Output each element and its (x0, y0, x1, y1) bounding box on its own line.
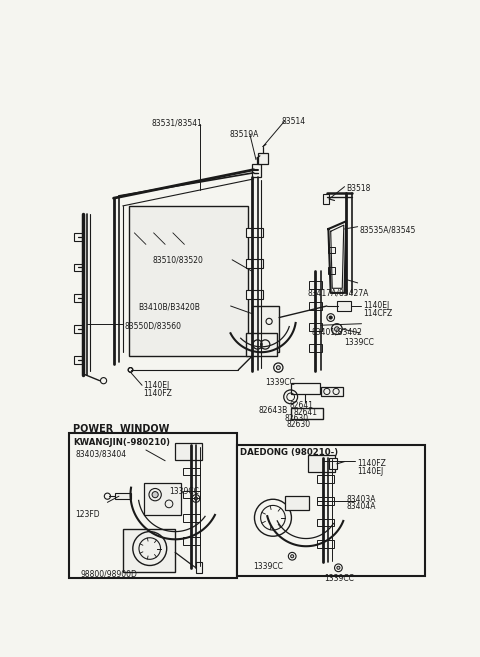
Text: 83550D/83560: 83550D/83560 (124, 321, 181, 330)
Bar (291, 383, 320, 394)
Bar (252, 164, 262, 177)
Text: 98800/98900D: 98800/98900D (81, 570, 137, 578)
Text: 1339CC: 1339CC (254, 562, 284, 572)
Bar (317, 518, 334, 526)
Text: 83403/83404: 83403/83404 (75, 449, 126, 458)
Bar (73, 263, 83, 271)
Bar (73, 233, 83, 240)
Bar (328, 246, 336, 253)
Bar (237, 445, 425, 576)
Text: 1339CC: 1339CC (169, 487, 199, 496)
Text: 82641: 82641 (289, 401, 313, 410)
Bar (115, 493, 131, 499)
Bar (291, 409, 323, 419)
Bar (73, 325, 83, 333)
Text: 83403A: 83403A (346, 495, 375, 504)
Bar (183, 468, 200, 476)
Text: 83510/83520: 83510/83520 (152, 256, 203, 265)
Circle shape (329, 316, 332, 319)
Bar (309, 302, 322, 310)
Circle shape (194, 497, 197, 500)
Bar (329, 459, 337, 469)
Bar (69, 433, 237, 578)
Bar (337, 302, 351, 311)
Bar (323, 194, 329, 204)
Text: 1140EJ: 1140EJ (363, 302, 389, 310)
Bar (183, 537, 200, 545)
Text: 82630: 82630 (285, 414, 309, 423)
Bar (309, 281, 322, 289)
Bar (144, 483, 181, 516)
Bar (252, 306, 279, 352)
Bar (317, 476, 334, 483)
Text: 1339CC: 1339CC (324, 574, 354, 583)
Text: 1140EJ: 1140EJ (144, 382, 170, 390)
Text: 83531/83541: 83531/83541 (151, 119, 202, 128)
Bar (183, 514, 200, 522)
Bar (308, 455, 335, 472)
Text: KWANGJIN(-980210): KWANGJIN(-980210) (73, 438, 170, 447)
Text: 82643B: 82643B (258, 406, 288, 415)
Bar (309, 323, 322, 330)
Text: 1140EJ: 1140EJ (357, 467, 383, 476)
Circle shape (337, 566, 340, 570)
Text: 83514: 83514 (281, 118, 306, 126)
Bar (309, 344, 322, 352)
Circle shape (335, 327, 339, 331)
Bar (285, 496, 309, 510)
Text: 114CFZ: 114CFZ (363, 309, 392, 318)
Bar (73, 356, 83, 364)
Bar (246, 259, 263, 268)
Bar (175, 443, 202, 460)
Circle shape (152, 491, 158, 498)
Bar (246, 333, 277, 356)
Text: DAEDONG (980210-): DAEDONG (980210-) (240, 449, 338, 457)
Bar (129, 206, 248, 356)
Text: 1140FZ: 1140FZ (357, 459, 386, 468)
Bar (317, 540, 334, 548)
Text: B3410B/B3420B: B3410B/B3420B (138, 302, 200, 311)
Bar (73, 294, 83, 302)
Text: 1339CC: 1339CC (345, 338, 374, 346)
Bar (246, 290, 263, 299)
Bar (196, 562, 202, 573)
Circle shape (276, 366, 280, 369)
Text: B3518: B3518 (346, 183, 371, 193)
Text: 83404A: 83404A (346, 503, 375, 511)
Text: 82630: 82630 (286, 420, 310, 429)
Text: 123FD: 123FD (75, 510, 100, 519)
Text: 83401/83402: 83401/83402 (312, 328, 362, 336)
Text: 1140FZ: 1140FZ (144, 389, 172, 398)
Text: 83519A: 83519A (229, 129, 258, 139)
Bar (183, 491, 200, 499)
Bar (317, 497, 334, 505)
Bar (322, 387, 343, 396)
Text: POWER  WINDOW: POWER WINDOW (73, 424, 169, 434)
Bar (328, 267, 336, 274)
Bar (123, 530, 175, 572)
Text: 83417A/83427A: 83417A/83427A (308, 288, 369, 297)
Bar (258, 153, 267, 164)
Text: 83535A/83545: 83535A/83545 (359, 225, 416, 234)
Text: 1339CC: 1339CC (265, 378, 295, 386)
Circle shape (291, 555, 294, 558)
Text: 82641: 82641 (294, 407, 318, 417)
Bar (246, 228, 263, 237)
